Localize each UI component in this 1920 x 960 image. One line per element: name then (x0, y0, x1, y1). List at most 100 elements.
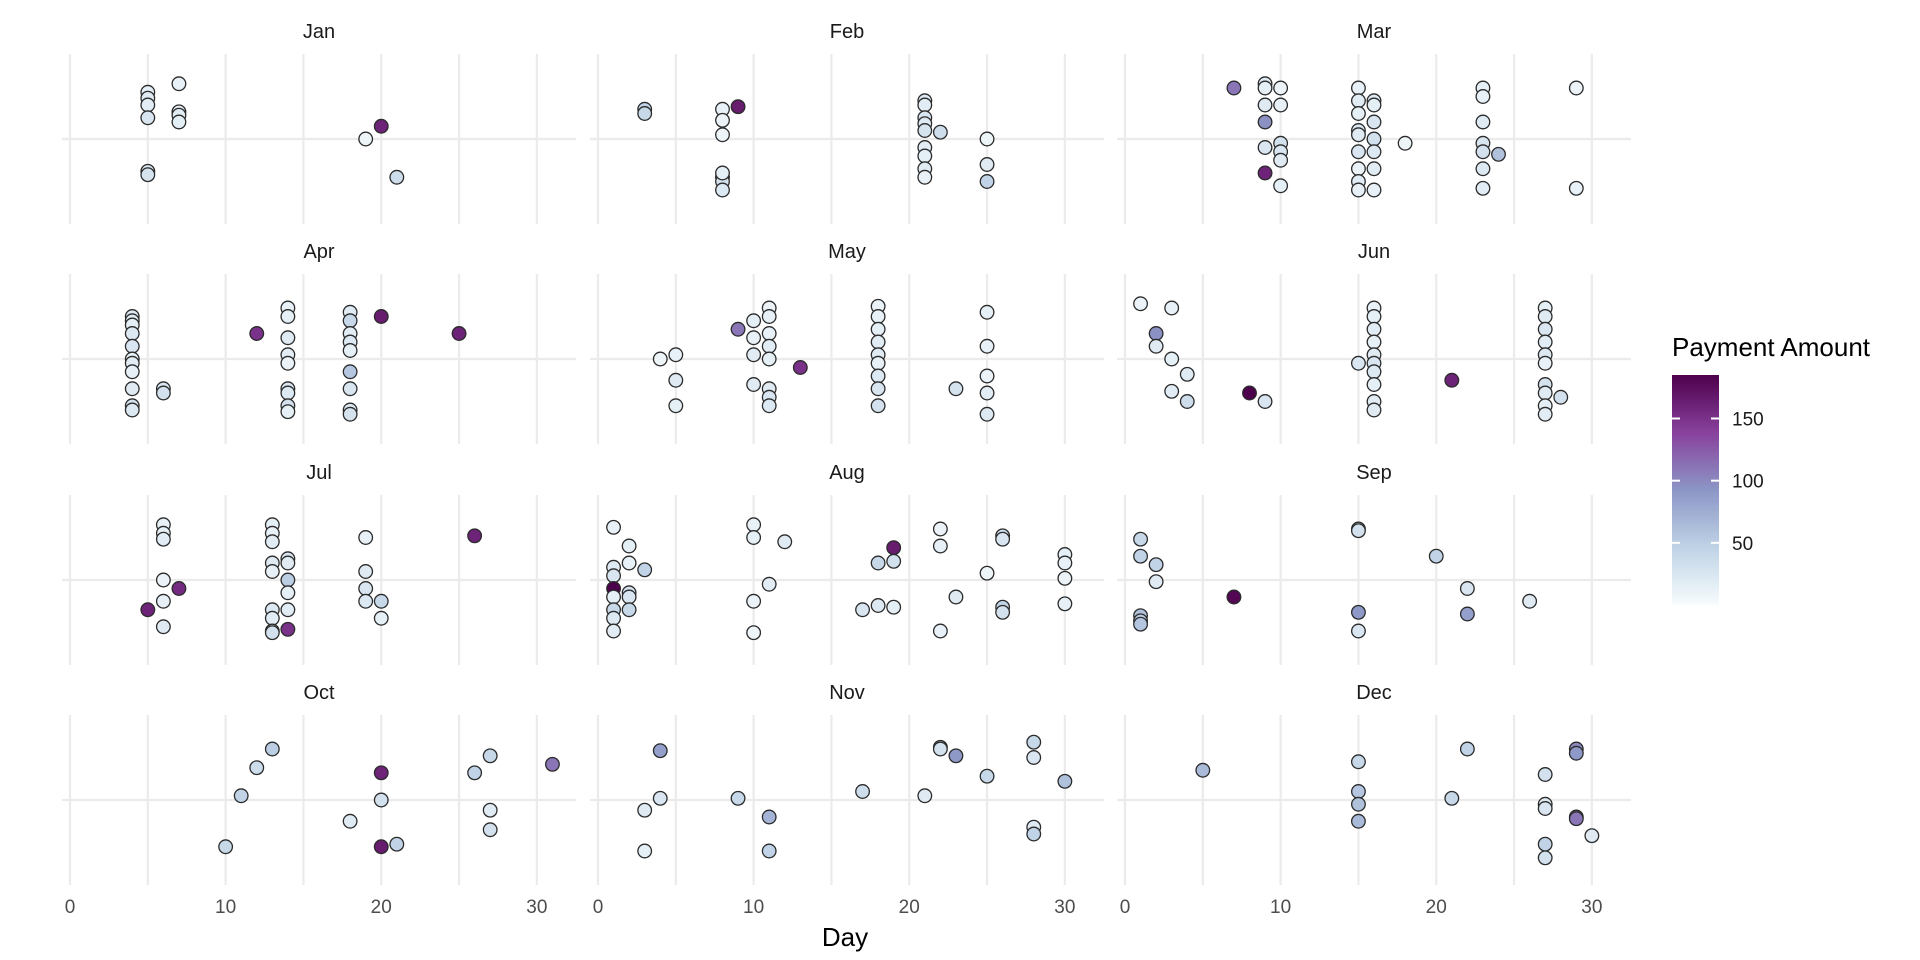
data-point (792, 360, 808, 375)
data-point (870, 398, 886, 414)
data-point (1553, 389, 1569, 405)
data-point (1537, 321, 1553, 337)
data-point (1491, 146, 1506, 162)
facet-label: Aug (829, 462, 865, 484)
data-point (761, 338, 777, 354)
data-point (373, 309, 389, 324)
facet-panel-jan: Jan (62, 21, 576, 224)
data-point (1537, 309, 1553, 324)
data-point (870, 334, 886, 350)
facet-label: Feb (830, 21, 864, 43)
data-point (1366, 364, 1382, 380)
x-axis-col-1: 0 10 20 30 (65, 897, 548, 918)
data-point (1164, 383, 1180, 399)
data-point (870, 355, 886, 371)
data-point (358, 564, 374, 579)
facet-panel-apr: Apr (62, 241, 576, 444)
data-point (1350, 623, 1366, 639)
data-point (621, 602, 637, 618)
data-point (1475, 161, 1491, 177)
data-point (870, 598, 886, 613)
data-point (746, 347, 762, 363)
facet-panel-sep: Sep (1117, 462, 1631, 665)
data-point (389, 836, 405, 852)
data-point (746, 313, 762, 329)
data-point (373, 118, 389, 134)
data-point (1350, 813, 1366, 829)
data-point (482, 802, 498, 818)
data-point (264, 741, 280, 757)
data-point (171, 76, 187, 92)
data-point (1179, 394, 1195, 409)
data-point (280, 355, 296, 371)
data-point (155, 385, 171, 401)
legend-break-label: 150 (1732, 410, 1764, 431)
facet-panels: Jan Feb Mar Apr May Jun Jul Aug Sep Oct Nov Dec (62, 21, 1631, 885)
data-point (652, 351, 668, 367)
data-point (1428, 548, 1444, 564)
data-point (932, 538, 948, 554)
x-tick-label: 30 (1581, 897, 1602, 918)
data-point (1057, 555, 1073, 571)
data-point (1133, 531, 1149, 547)
data-point (917, 148, 933, 164)
facet-panel-aug: Aug (590, 462, 1104, 665)
data-point (870, 309, 886, 324)
data-point (1148, 326, 1164, 341)
data-point (1366, 114, 1382, 130)
data-point (280, 404, 296, 420)
x-tick-label: 10 (215, 897, 236, 918)
facet-panel-may: May (590, 241, 1104, 444)
data-point (482, 748, 498, 764)
data-point (1350, 161, 1366, 177)
data-point (932, 623, 948, 639)
data-point (948, 589, 964, 605)
data-point (995, 531, 1011, 547)
data-point (761, 809, 777, 825)
data-point (979, 338, 995, 354)
facet-label: Jan (303, 21, 335, 43)
x-tick-label: 0 (65, 897, 76, 918)
data-point (1257, 114, 1273, 130)
data-point (373, 792, 389, 808)
data-point (358, 593, 374, 609)
data-point (342, 381, 358, 397)
data-point (979, 174, 995, 189)
data-point (1226, 80, 1242, 96)
data-point (730, 790, 746, 806)
data-point (1459, 741, 1475, 757)
data-point (870, 368, 886, 384)
data-point (761, 309, 777, 324)
data-point (870, 555, 886, 571)
facet-label: May (828, 241, 866, 263)
facet-label: Nov (829, 682, 865, 704)
data-point (606, 610, 622, 626)
data-point (606, 589, 622, 605)
data-point (1350, 784, 1366, 799)
data-point (1459, 581, 1475, 596)
data-point (1568, 745, 1584, 761)
data-point (1133, 296, 1149, 312)
data-point (171, 581, 187, 596)
legend-title: Payment Amount (1672, 332, 1871, 362)
data-point (886, 540, 902, 556)
data-point (979, 406, 995, 422)
data-point (249, 760, 265, 776)
data-point (932, 741, 948, 757)
data-point (140, 97, 156, 113)
data-point (280, 555, 296, 571)
data-point (1350, 80, 1366, 96)
data-point (995, 604, 1011, 620)
data-point (1133, 548, 1149, 564)
x-axes: 0 10 20 30 0 10 20 30 0 10 20 30 (65, 897, 1603, 918)
data-point (249, 326, 265, 341)
data-point (1164, 351, 1180, 367)
data-point (280, 572, 296, 588)
data-point (715, 165, 730, 181)
data-point (140, 602, 156, 618)
x-tick-label: 20 (899, 897, 920, 918)
data-point (1366, 161, 1382, 177)
data-point (855, 784, 871, 799)
data-point (1226, 589, 1242, 605)
data-point (1459, 606, 1475, 622)
